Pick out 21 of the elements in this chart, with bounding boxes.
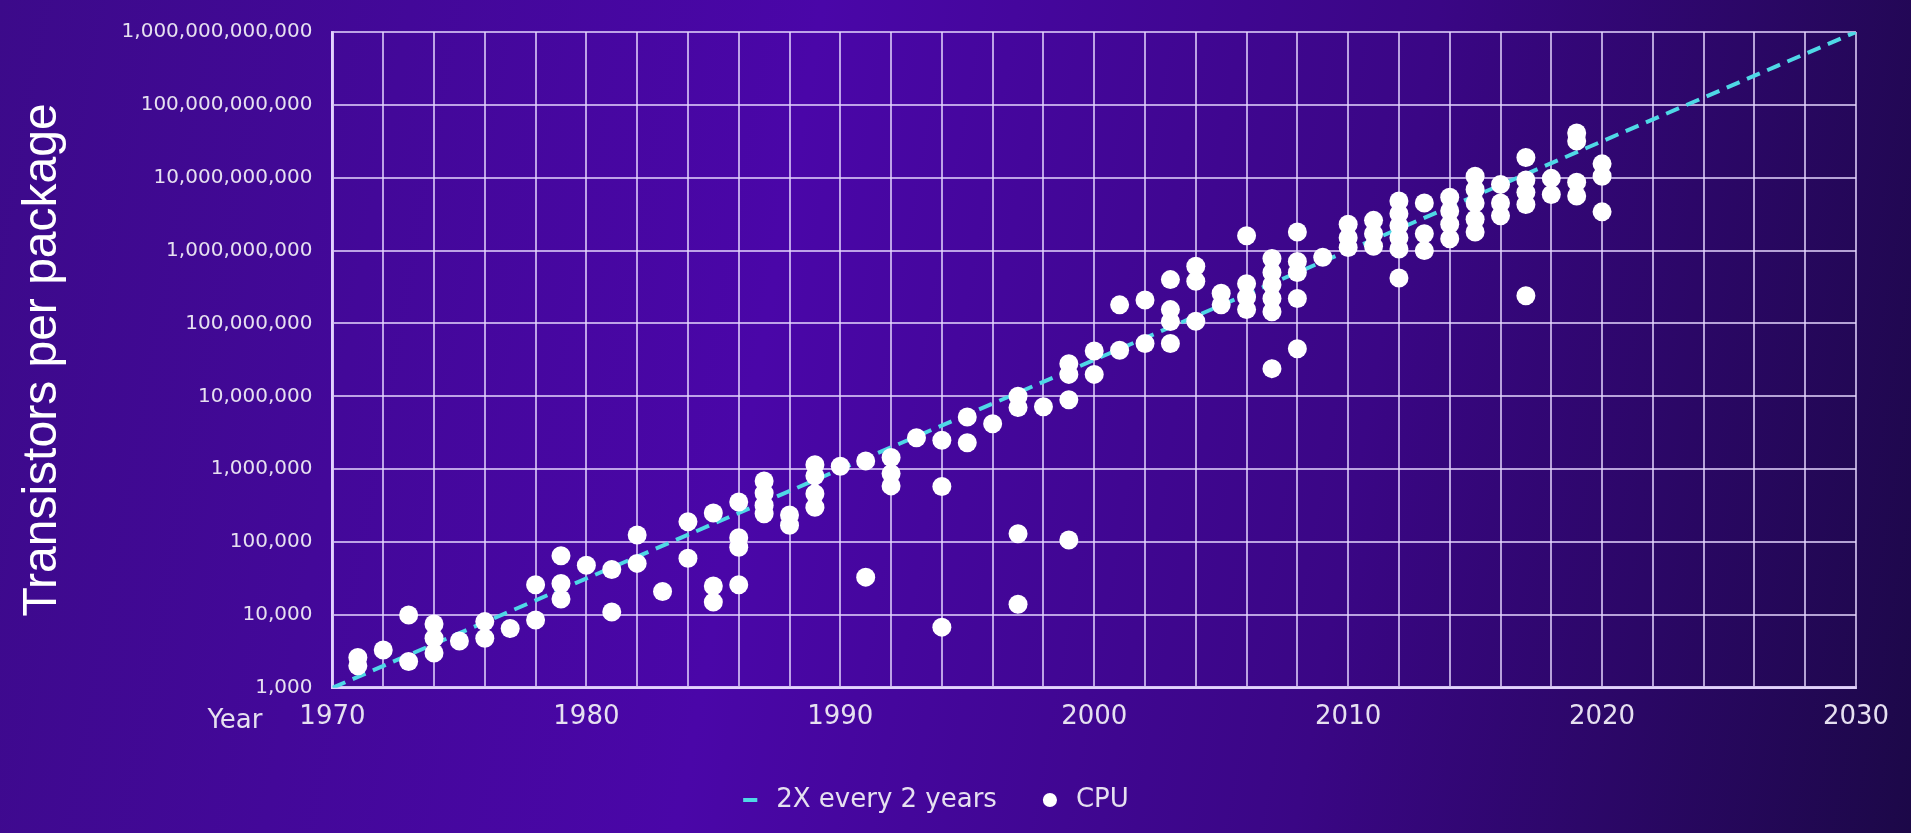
x-axis-title: Year <box>206 703 263 734</box>
x-tick-label: 1980 <box>553 700 620 731</box>
x-tick-label: 2030 <box>1822 700 1890 731</box>
y-tick-label: 1,000 <box>255 674 313 698</box>
y-tick-label: 10,000,000 <box>197 382 313 407</box>
y-tick-label: 1,000,000 <box>210 455 313 480</box>
y-tick-label: 1,000,000,000 <box>166 236 313 261</box>
y-tick-label: 100,000,000 <box>185 309 313 334</box>
y-tick-label: 100,000,000,000 <box>140 91 313 116</box>
x-tick-label: 1970 <box>299 700 366 731</box>
y-tick-label: 10,000 <box>242 601 313 626</box>
y-tick-label: 1,000,000,000,000 <box>121 18 313 43</box>
y-axis-title: Transistors per package <box>13 103 67 617</box>
y-tick-label: 100,000 <box>229 528 313 553</box>
x-tick-label: 1990 <box>807 700 874 731</box>
x-tick-label: 2020 <box>1568 700 1636 731</box>
legend-label: 2X every 2 years <box>776 782 997 813</box>
y-tick-label: 10,000,000,000 <box>153 163 313 188</box>
x-tick-label: 2010 <box>1315 700 1382 731</box>
x-tick-label: 2000 <box>1061 700 1128 731</box>
legend-label: CPU <box>1075 782 1129 813</box>
